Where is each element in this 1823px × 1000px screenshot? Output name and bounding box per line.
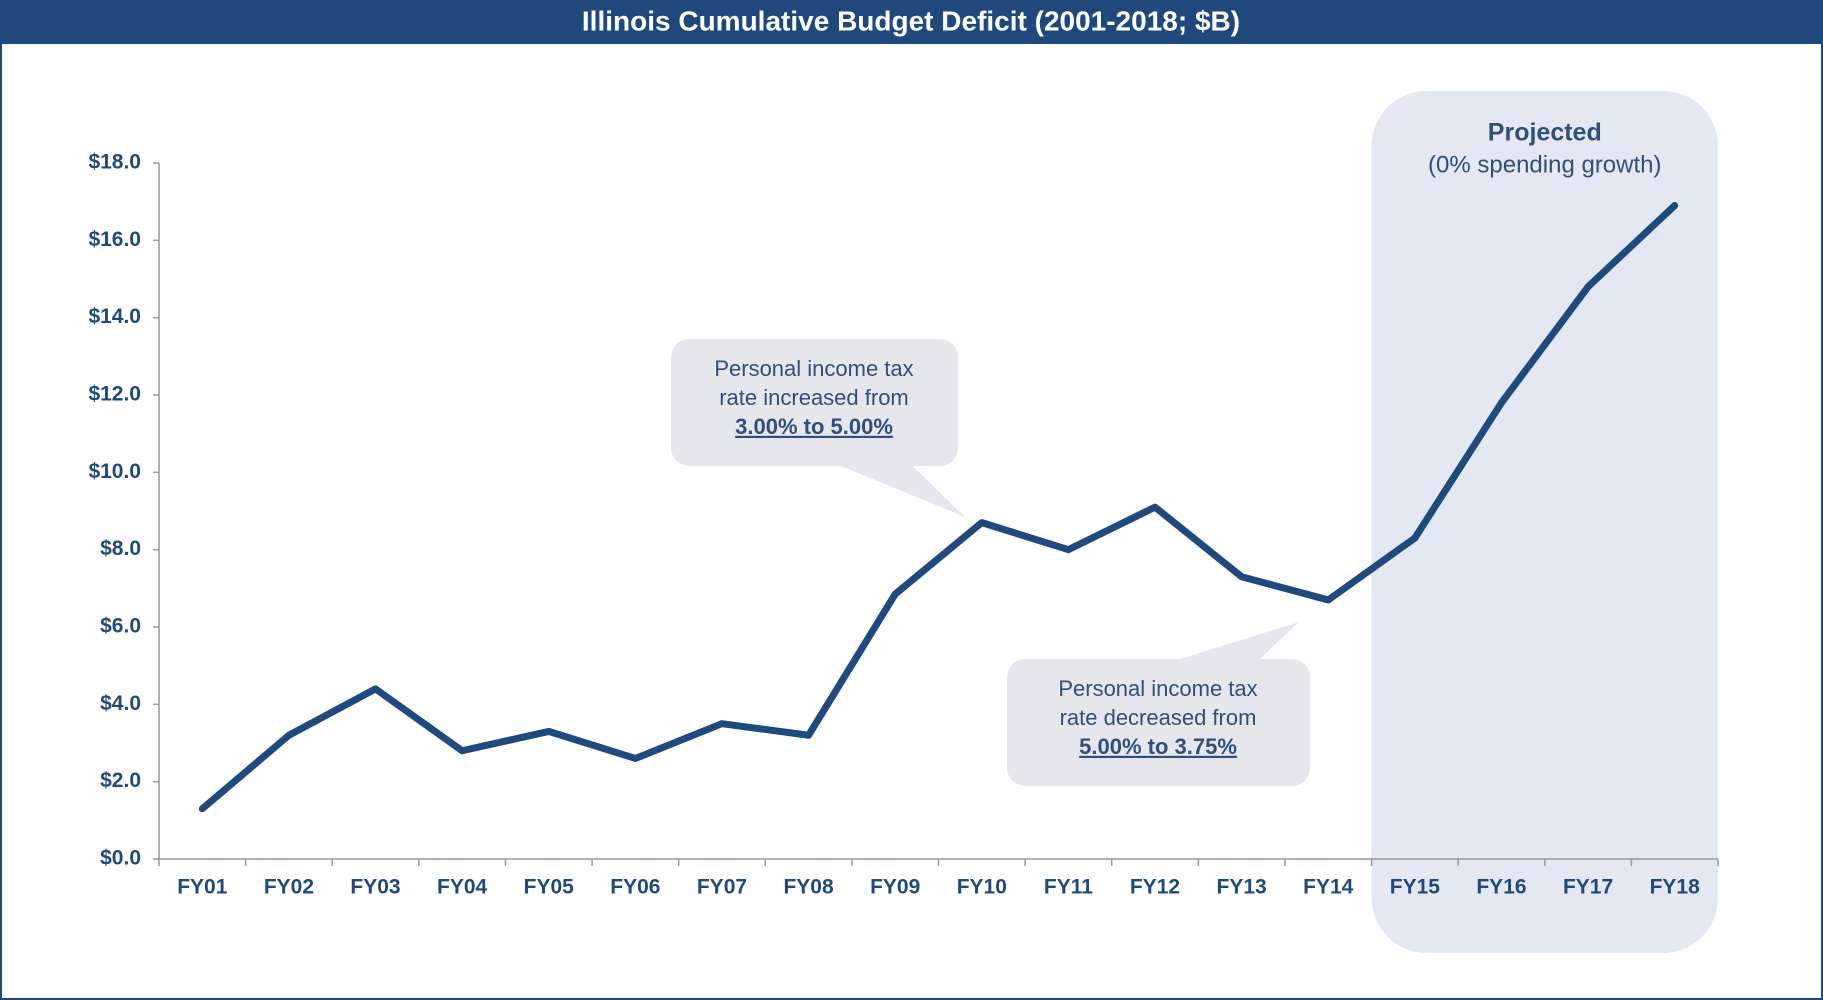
callout-text: rate increased from <box>719 385 909 410</box>
data-line <box>198 202 1679 813</box>
chart-title: Illinois Cumulative Budget Deficit (2001… <box>582 5 1240 36</box>
x-tick-label: FY15 <box>1390 876 1441 899</box>
x-tick-label: FY02 <box>264 876 314 899</box>
x-tick-label: FY11 <box>1044 876 1093 899</box>
x-tick-label: FY05 <box>524 876 575 899</box>
callout-text: rate decreased from <box>1060 705 1257 730</box>
y-tick-label: $6.0 <box>100 615 141 638</box>
x-tick-label: FY07 <box>697 876 747 899</box>
y-tick-label: $16.0 <box>88 228 141 251</box>
y-tick-label: $0.0 <box>100 847 141 870</box>
y-tick-label: $8.0 <box>100 537 141 560</box>
x-tick-label: FY16 <box>1476 876 1526 899</box>
y-tick-label: $12.0 <box>88 383 141 406</box>
y-tick-label: $14.0 <box>88 305 141 328</box>
callout-box <box>671 339 958 466</box>
callout-text: Personal income tax <box>1058 676 1257 701</box>
title-bar <box>0 0 1823 44</box>
projection-title: Projected <box>1488 119 1602 147</box>
x-tick-label: FY10 <box>957 876 1007 899</box>
x-tick-label: FY03 <box>350 876 400 899</box>
x-tick-label: FY12 <box>1130 876 1180 899</box>
projection-region: Projected (0% spending growth) <box>1371 91 1718 953</box>
x-tick-label: FY06 <box>610 876 660 899</box>
callout-pointer <box>1180 622 1299 659</box>
y-tick-label: $2.0 <box>100 769 141 792</box>
callout: Personal income tax rate increased from … <box>671 339 965 517</box>
y-tick-label: $4.0 <box>100 692 141 715</box>
x-tick-label: FY13 <box>1217 876 1267 899</box>
x-tick-label: FY14 <box>1303 876 1354 899</box>
x-tick-label: FY01 <box>177 876 228 899</box>
x-tick-label: FY09 <box>870 876 920 899</box>
callout-emphasis: 5.00% to 3.75% <box>1079 734 1237 759</box>
projection-box <box>1371 91 1718 953</box>
x-tick-label: FY08 <box>783 876 834 899</box>
y-tick-label: $10.0 <box>88 460 141 483</box>
callout-box <box>1007 659 1310 786</box>
x-tick-label: FY18 <box>1650 876 1701 899</box>
y-tick-label: $18.0 <box>88 151 141 174</box>
callout-pointer <box>841 466 965 517</box>
callout-text: Personal income tax <box>714 356 913 381</box>
callout-emphasis: 3.00% to 5.00% <box>735 414 893 439</box>
x-tick-label: FY04 <box>437 876 488 899</box>
projection-subtitle: (0% spending growth) <box>1428 151 1661 178</box>
callout: Personal income tax rate decreased from … <box>1007 622 1310 786</box>
x-tick-label: FY17 <box>1563 876 1613 899</box>
